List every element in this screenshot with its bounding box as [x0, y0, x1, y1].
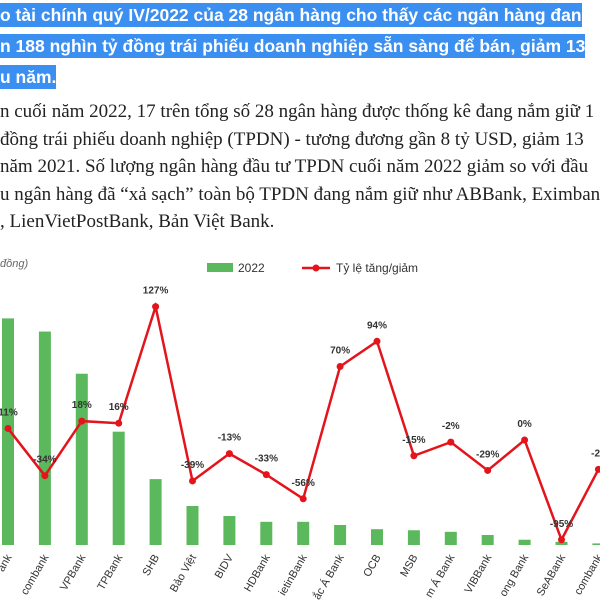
line-point [594, 465, 600, 473]
bar [407, 530, 420, 545]
bar [149, 479, 162, 545]
data-label: -15% [402, 435, 425, 446]
paragraph-line: , LienVietPostBank, Bản Việt Bank. [0, 211, 275, 232]
x-tick-label: ietinBank [277, 552, 310, 598]
bar [297, 521, 310, 545]
line-point [484, 466, 492, 474]
x-tick-label: SeABank [535, 552, 569, 598]
headline-line: o tài chính quý IV/2022 của 28 ngân hàng… [0, 0, 600, 31]
data-label: 127% [143, 286, 169, 297]
data-label: -56% [292, 478, 315, 489]
line-point [336, 363, 344, 370]
x-tick-label: ắc Á Bank [310, 552, 347, 600]
headline-text: u năm. [0, 65, 57, 89]
data-label: -34% [33, 455, 56, 466]
x-tick-label: ong Bank [498, 552, 532, 599]
data-label: 16% [109, 402, 129, 413]
bar [481, 534, 494, 545]
x-tick-label: VPBank [58, 552, 89, 593]
line-point [299, 495, 307, 503]
line-point [41, 472, 49, 480]
x-tick-label: TPBank [95, 552, 125, 592]
data-label: -95% [550, 519, 573, 530]
x-tick-label: combank [19, 552, 52, 597]
headline: o tài chính quý IV/2022 của 28 ngân hàng… [0, 0, 600, 93]
line-point [410, 452, 418, 460]
data-label: 11% [0, 407, 18, 418]
x-tick-label: BIDV [213, 552, 237, 581]
chart: đồng) 2022 Tỷ lệ tăng/giảm 11% -34% 18% 16% 12… [0, 258, 600, 600]
legend-swatch [312, 264, 320, 272]
data-label: -33% [255, 454, 278, 465]
bar [75, 373, 88, 545]
bar [518, 539, 531, 545]
data-label: -29% [476, 449, 499, 460]
data-label: 0% [517, 419, 532, 430]
data-label: 94% [367, 320, 387, 331]
line-point [373, 337, 381, 345]
x-tick-label: ank [0, 552, 15, 574]
line-point [262, 471, 270, 479]
line-point [558, 536, 565, 544]
line-point [447, 438, 455, 446]
bar [592, 543, 600, 545]
paragraph-line: u ngân hàng đã “xả sạch” toàn bộ TPDN đa… [0, 183, 600, 205]
line-point [115, 419, 123, 427]
bar [223, 516, 236, 545]
headline-line: n 188 nghìn tỷ đồng trái phiếu doanh ngh… [0, 31, 600, 62]
line-point [225, 450, 233, 458]
bar [38, 331, 51, 545]
legend-label: 2022 [238, 261, 265, 275]
data-label: 18% [72, 400, 92, 411]
bar [555, 541, 568, 545]
bar [334, 524, 347, 545]
data-label: -2% [442, 421, 460, 432]
bar [444, 531, 457, 545]
line [7, 301, 600, 543]
y-axis-label: đồng) [0, 258, 28, 270]
bar [186, 506, 199, 545]
bar [260, 521, 273, 545]
x-tick-label: Bảo Việt [168, 553, 199, 595]
bar [112, 431, 125, 545]
line-point [4, 424, 12, 432]
legend-label: Tỷ lệ tăng/giảm [336, 261, 418, 275]
paragraph-line: đồng trái phiếu doanh nghiệp (TPDN) - tư… [0, 128, 584, 150]
headline-line: u năm. [0, 62, 600, 93]
x-tick-label: SHB [140, 553, 162, 579]
paragraph-line: năm 2021. Số lượng ngân hàng đầu tư TPDN… [0, 156, 589, 177]
line-point [521, 436, 529, 444]
headline-text: o tài chính quý IV/2022 của 28 ngân hàng… [0, 3, 582, 27]
data-label: -28 [591, 448, 600, 459]
paragraph: n cuối năm 2022, 17 trên tổng số 28 ngân… [0, 98, 600, 236]
line-point [152, 303, 160, 311]
x-tick-label: OCB [361, 553, 383, 580]
paragraph-line: n cuối năm 2022, 17 trên tổng số 28 ngân… [0, 101, 595, 122]
x-tick-label: MSB [398, 553, 420, 580]
data-label: -39% [181, 460, 204, 471]
data-label: 70% [330, 346, 350, 357]
bar [371, 529, 383, 545]
line-point [78, 417, 86, 425]
headline-text: n 188 nghìn tỷ đồng trái phiếu doanh ngh… [0, 34, 586, 58]
line-point [189, 477, 196, 485]
legend-swatch [207, 263, 233, 272]
x-tick-label: m Á Bank [422, 552, 457, 600]
x-tick-label: VIBBank [462, 552, 494, 596]
x-tick-label: HDBank [242, 552, 273, 594]
data-label: -13% [218, 433, 241, 444]
x-tick-label: combank [572, 552, 600, 597]
